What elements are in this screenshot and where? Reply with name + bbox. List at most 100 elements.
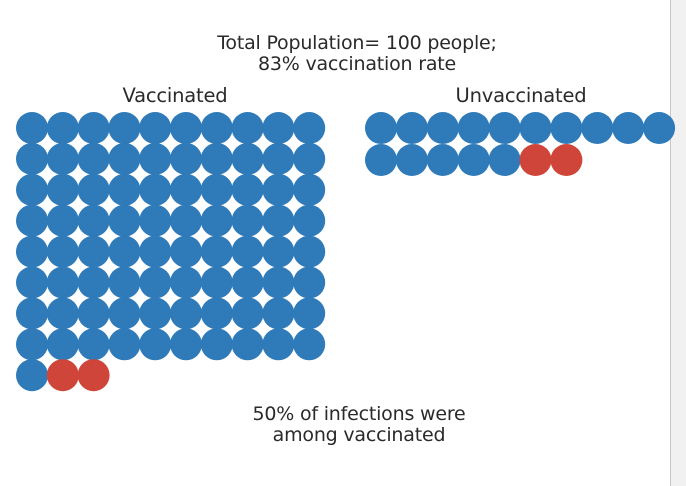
vaccinated-dot [77, 142, 110, 175]
unvaccinated-dot [426, 144, 459, 176]
unvaccinated-dot [457, 144, 490, 176]
chart-title-line-2: 83% vaccination rate [257, 53, 457, 75]
infection-note-line-1: 50% of infections were [252, 403, 466, 425]
vaccinated-dot [108, 142, 141, 175]
vaccinated-dot [139, 297, 172, 330]
vaccinated-dot [231, 204, 264, 237]
vaccinated-dot [262, 142, 295, 175]
vaccinated-dot [16, 297, 48, 330]
vaccinated-dot [293, 328, 326, 361]
vaccinated-dot [46, 266, 79, 299]
vaccinated-dot [262, 297, 295, 330]
unvaccinated-dot [519, 112, 552, 144]
vaccinated-dot [200, 297, 233, 330]
unvaccinated-dot [365, 144, 397, 176]
vaccinated-dot-infected [46, 359, 79, 392]
frame-edge-shade [671, 0, 686, 486]
vaccinated-dot [108, 297, 141, 330]
vaccinated-dot [139, 204, 172, 237]
vaccinated-dot [46, 235, 79, 268]
vaccinated-dot [16, 112, 48, 144]
vaccinated-dot [77, 235, 110, 268]
infection-note-line-2: among vaccinated [272, 424, 446, 446]
vaccinated-dot-infected [77, 359, 110, 392]
vaccinated-dot [200, 112, 233, 144]
vaccinated-dot [46, 297, 79, 330]
vaccinated-dot [139, 142, 172, 175]
vaccinated-dot [200, 266, 233, 299]
unvaccinated-dot [457, 112, 490, 144]
vaccinated-dot [77, 266, 110, 299]
vaccinated-dot [231, 142, 264, 175]
vaccinated-dot [16, 173, 48, 206]
vaccinated-dot [231, 112, 264, 144]
vaccinated-dot [108, 204, 141, 237]
vaccinated-dot [139, 328, 172, 361]
vaccinated-dot [200, 204, 233, 237]
vaccinated-dot [231, 266, 264, 299]
vaccinated-dot [77, 297, 110, 330]
vaccinated-dot [293, 266, 326, 299]
vaccinated-dot [293, 173, 326, 206]
unvaccinated-dot [550, 112, 583, 144]
vaccinated-dot [108, 235, 141, 268]
vaccinated-dot [262, 112, 295, 144]
vaccinated-dot [200, 328, 233, 361]
vaccinated-dot [293, 297, 326, 330]
unvaccinated-dot [643, 112, 676, 144]
vaccinated-dot [77, 112, 110, 144]
vaccinated-dot [231, 297, 264, 330]
vaccinated-dot [170, 235, 202, 268]
vaccinated-dot [139, 112, 172, 144]
vaccinated-dot-group [16, 112, 326, 392]
vaccinated-dot [262, 173, 295, 206]
unvaccinated-dot [395, 144, 428, 176]
vaccinated-dot [170, 328, 202, 361]
vaccinated-dot [46, 328, 79, 361]
vaccinated-dot [231, 235, 264, 268]
vaccinated-dot [262, 328, 295, 361]
unvaccinated-dot [426, 112, 459, 144]
unvaccinated-dot [612, 112, 645, 144]
vaccinated-dot [200, 142, 233, 175]
vaccinated-dot [16, 142, 48, 175]
vaccinated-dot [262, 204, 295, 237]
vaccinated-dot [293, 235, 326, 268]
infection-note: 50% of infections were among vaccinated [202, 404, 516, 446]
vaccinated-dot [108, 112, 141, 144]
vaccinated-dot [46, 142, 79, 175]
vaccinated-dot [293, 142, 326, 175]
vaccinated-dot [139, 266, 172, 299]
unvaccinated-dot [488, 144, 521, 176]
chart-title-line-1: Total Population= 100 people; [217, 32, 497, 54]
vaccinated-dot [108, 328, 141, 361]
unvaccinated-dot-infected [550, 144, 583, 176]
vaccinated-dot [16, 204, 48, 237]
vaccinated-dot [262, 235, 295, 268]
vaccinated-dot [77, 204, 110, 237]
unvaccinated-dot [488, 112, 521, 144]
vaccinated-dot [77, 173, 110, 206]
frame-edge-line [670, 0, 671, 486]
vaccinated-dot [170, 204, 202, 237]
unvaccinated-group-label: Unvaccinated [455, 84, 587, 107]
vaccinated-dot [46, 204, 79, 237]
unvaccinated-dot-infected [519, 144, 552, 176]
vaccinated-dot [77, 328, 110, 361]
vaccinated-dot [170, 266, 202, 299]
vaccinated-dot [16, 359, 48, 392]
vaccinated-dot [16, 235, 48, 268]
vaccinated-dot [170, 297, 202, 330]
vaccinated-dot [170, 142, 202, 175]
vaccinated-dot [16, 328, 48, 361]
vaccinated-dot [200, 173, 233, 206]
vaccinated-dot [231, 173, 264, 206]
vaccinated-dot [108, 266, 141, 299]
vaccinated-dot [170, 173, 202, 206]
vaccinated-dot [46, 112, 79, 144]
vaccinated-dot [46, 173, 79, 206]
vaccinated-dot [170, 112, 202, 144]
vaccinated-group-label: Vaccinated [122, 84, 228, 107]
vaccinated-dot [16, 266, 48, 299]
unvaccinated-dot [365, 112, 397, 144]
